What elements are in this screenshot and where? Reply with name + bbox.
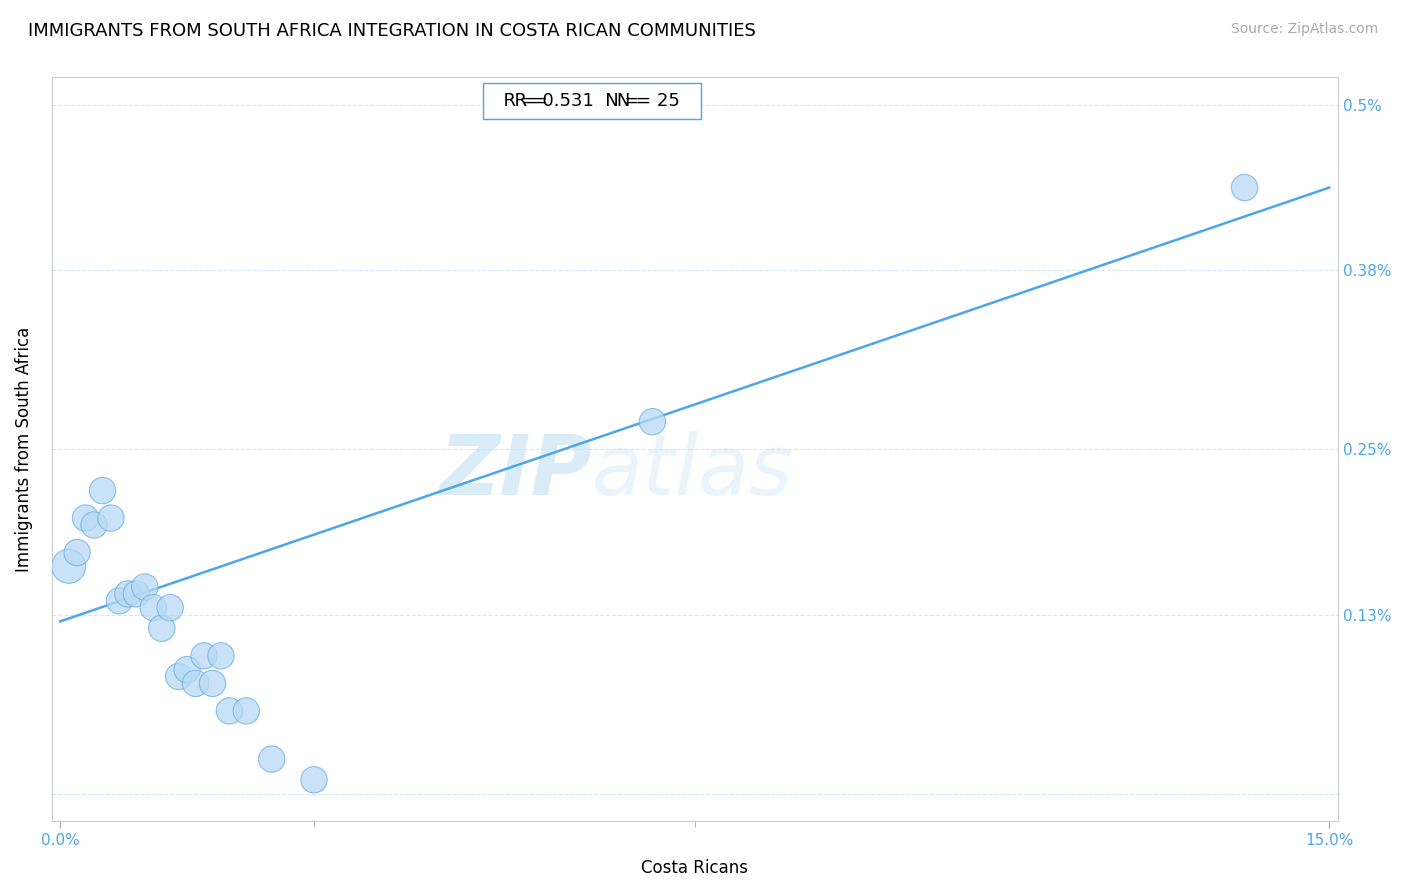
Point (125, 587, 148, 601)
Point (117, 587, 139, 601)
Text: IMMIGRANTS FROM SOUTH AFRICA INTEGRATION IN COSTA RICAN COMMUNITIES: IMMIGRANTS FROM SOUTH AFRICA INTEGRATION… (28, 22, 756, 40)
Point (134, 580, 156, 594)
Y-axis label: Immigrants from South Africa: Immigrants from South Africa (15, 326, 32, 572)
Text: R = 0.531    N = 25: R = 0.531 N = 25 (492, 92, 692, 111)
Text: Source: ZipAtlas.com: Source: ZipAtlas.com (1230, 22, 1378, 37)
Point (100, 511, 122, 525)
Point (58, 559, 80, 574)
Point (641, 415, 664, 429)
Point (108, 593, 131, 607)
Point (150, 621, 173, 635)
Point (75, 511, 97, 525)
X-axis label: Costa Ricans: Costa Ricans (641, 859, 748, 877)
Point (142, 600, 165, 615)
Text: atlas: atlas (592, 431, 793, 512)
Point (83, 518, 105, 533)
Point (260, 752, 283, 766)
Point (167, 669, 190, 683)
Point (91, 483, 114, 498)
Point (1233, 180, 1256, 194)
Point (302, 772, 325, 787)
Point (159, 600, 181, 615)
Text: ZIP: ZIP (439, 431, 592, 512)
Text: R =          N =: R = N = (503, 92, 681, 111)
Point (218, 704, 240, 718)
Point (184, 676, 207, 690)
Point (193, 648, 215, 663)
Point (66, 545, 89, 559)
Point (235, 704, 257, 718)
Point (176, 663, 198, 677)
Point (209, 648, 232, 663)
Point (201, 676, 224, 690)
